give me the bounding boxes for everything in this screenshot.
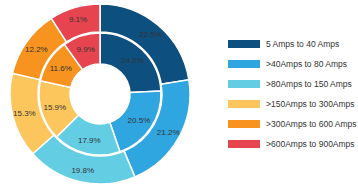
- data-label: 20.5%: [128, 116, 151, 125]
- donut-slice: [100, 33, 161, 92]
- data-label: 12.2%: [25, 45, 48, 54]
- legend-item: >80Amps to 150 Amps: [228, 79, 352, 89]
- data-label: 17.9%: [78, 136, 101, 145]
- legend-item: >150Amps to 300Amps: [228, 99, 355, 109]
- data-label: 21.2%: [157, 128, 180, 137]
- legend-swatch: [228, 80, 260, 88]
- data-label: 9.1%: [69, 15, 87, 24]
- legend-label: 5 Amps to 40 Amps: [266, 39, 339, 49]
- data-label: 15.3%: [13, 109, 36, 118]
- data-label: 11.6%: [50, 64, 72, 73]
- legend-label: >150Amps to 300Amps: [266, 99, 355, 109]
- legend-swatch: [228, 120, 260, 128]
- legend-item: >600Amps to 900Amps: [228, 139, 355, 149]
- data-label: 22.5%: [139, 30, 162, 39]
- legend-label: >40Amps to 80 Amps: [266, 59, 347, 69]
- data-label: 19.8%: [71, 166, 94, 175]
- donut: [10, 4, 190, 184]
- legend-swatch: [228, 100, 260, 108]
- legend-item: 5 Amps to 40 Amps: [228, 39, 339, 49]
- data-label: 15.9%: [43, 103, 66, 112]
- legend-swatch: [228, 140, 260, 148]
- data-label: 9.9%: [76, 45, 94, 54]
- legend-label: >300Amps to 600 Amps: [266, 119, 357, 129]
- data-label: 24.2%: [121, 56, 144, 65]
- legend-label: >80Amps to 150 Amps: [266, 79, 352, 89]
- legend-item: >40Amps to 80 Amps: [228, 59, 347, 69]
- legend: 5 Amps to 40 Amps >40Amps to 80 Amps >80Am…: [228, 39, 357, 149]
- data-labels: 22.5% 21.2% 19.8% 15.3% 12.2% 9.1% 24.2% 20.5% 1…: [13, 15, 180, 175]
- legend-swatch: [228, 40, 260, 48]
- legend-label: >600Amps to 900Amps: [266, 139, 355, 149]
- legend-item: >300Amps to 600 Amps: [228, 119, 357, 129]
- donut-slice: [39, 81, 79, 137]
- chart: 22.5% 21.2% 19.8% 15.3% 12.2% 9.1% 24.2% 20.5% 1…: [0, 0, 358, 189]
- legend-swatch: [228, 60, 260, 68]
